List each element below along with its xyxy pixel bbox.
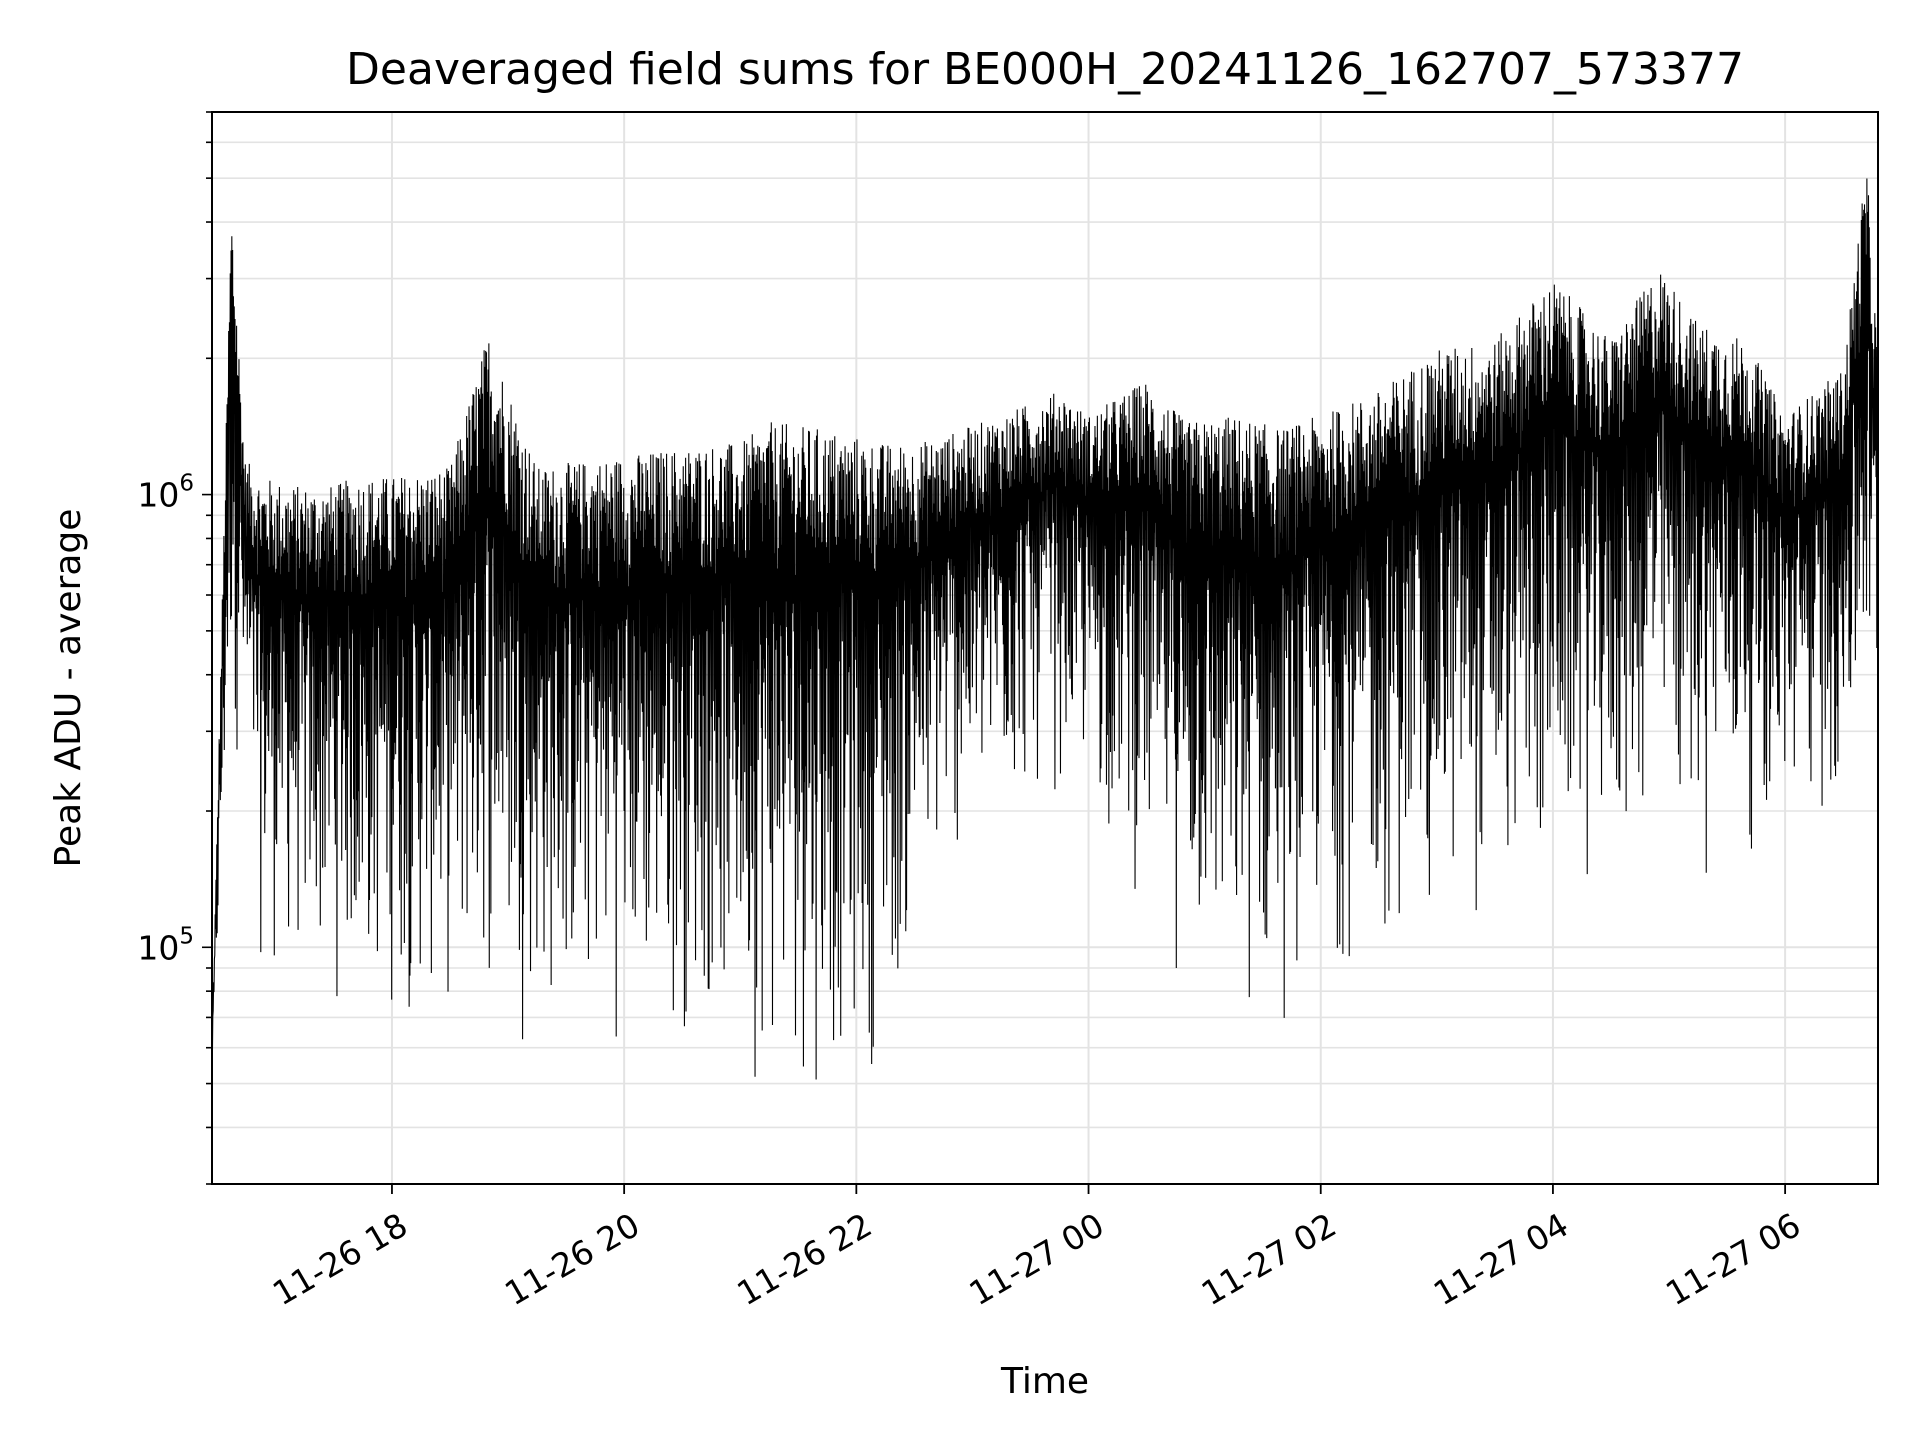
y-tick-label-exponent: 5 bbox=[179, 923, 194, 949]
x-axis-label: Time bbox=[1000, 1361, 1089, 1402]
data-area bbox=[211, 178, 1879, 1080]
y-axis-label: Peak ADU - average bbox=[48, 509, 89, 868]
y-tick-label: 105 bbox=[137, 923, 194, 967]
y-tick-label-base: 10 bbox=[137, 476, 179, 515]
chart-title: Deaveraged field sums for BE000H_2024112… bbox=[346, 44, 1744, 95]
y-tick-label: 106 bbox=[137, 471, 194, 515]
series-line bbox=[211, 178, 1879, 1080]
plot-frame bbox=[211, 111, 1879, 1185]
y-tick-label-exponent: 6 bbox=[179, 471, 194, 497]
y-tick-label-base: 10 bbox=[137, 928, 179, 967]
